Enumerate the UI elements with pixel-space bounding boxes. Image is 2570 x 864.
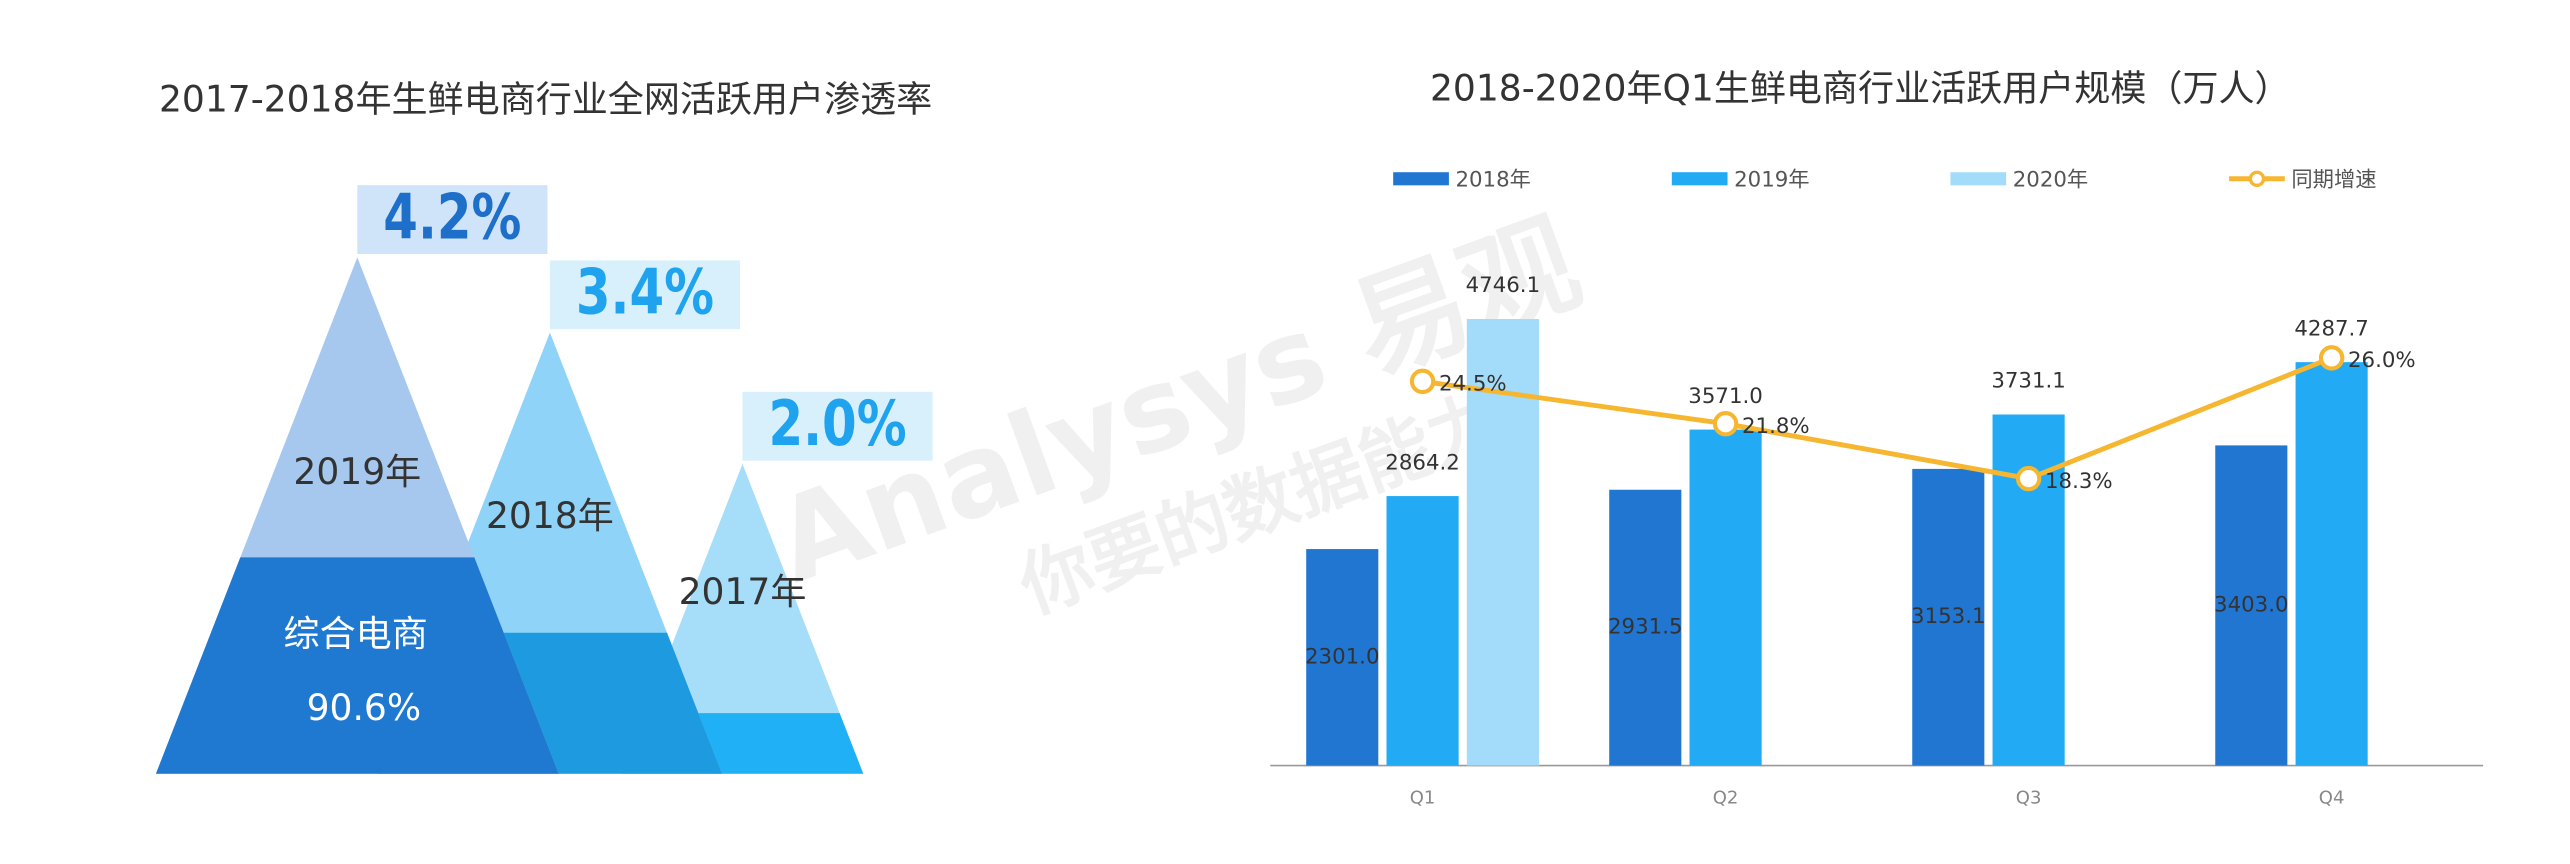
- category-label: 2017年: [679, 571, 807, 613]
- line-marker: [2318, 345, 2345, 371]
- data-label: 2864.2: [1385, 450, 1460, 475]
- legend-swatch: [1393, 172, 1449, 186]
- data-label: 3403.0: [2214, 592, 2289, 617]
- data-label: 18.3%: [2045, 469, 2113, 494]
- x-tick-label: Q3: [2016, 787, 2042, 808]
- data-label: 3571.0: [1688, 384, 1763, 409]
- category-label: 2018年: [486, 495, 614, 537]
- line-marker: [2015, 465, 2042, 492]
- line-marker: [1712, 411, 1739, 437]
- value-box: [357, 185, 548, 255]
- value-label: 4.2%: [383, 182, 521, 254]
- bar: [1306, 549, 1379, 766]
- chart-title: 2017-2018年生鲜电商行业全网活跃用户渗透率: [159, 79, 932, 121]
- legend-swatch: [2248, 170, 2266, 187]
- data-label: 24.5%: [1439, 372, 1507, 397]
- legend-label: 2020年: [2013, 167, 2089, 192]
- base-label: 综合电商: [284, 613, 428, 655]
- legend-swatch: [1671, 172, 1728, 186]
- bar: [1912, 468, 1985, 766]
- data-label: 26.0%: [2348, 348, 2416, 373]
- bar: [2295, 362, 2368, 766]
- value-label: 2.0%: [768, 389, 906, 461]
- x-tick-label: Q1: [1410, 787, 1436, 808]
- data-label: 2931.5: [1608, 615, 1683, 640]
- data-label: 3153.1: [1911, 604, 1986, 629]
- bar: [1689, 429, 1762, 766]
- value-box: [742, 391, 933, 461]
- value-box: [549, 260, 741, 330]
- base-segment: [155, 557, 559, 774]
- category-label: 2019年: [293, 451, 421, 493]
- data-label: 4746.1: [1466, 273, 1541, 298]
- chart-title: 2018-2020年Q1生鲜电商行业活跃用户规模（万人）: [1430, 67, 2291, 109]
- line: [1422, 355, 2333, 482]
- line-marker: [1409, 368, 1436, 395]
- data-label: 21.8%: [1742, 414, 1810, 439]
- bar: [1609, 489, 1682, 766]
- legend-label: 2018年: [1455, 167, 1530, 192]
- data-label: 3731.1: [1991, 369, 2066, 394]
- x-tick-label: Q4: [2319, 787, 2345, 808]
- bar: [2215, 445, 2288, 766]
- data-label: 4287.7: [2294, 316, 2369, 341]
- base-value-label: 90.6%: [307, 687, 422, 729]
- bar: [1386, 496, 1459, 766]
- legend-label: 2019年: [1734, 167, 1810, 192]
- x-tick-label: Q2: [1713, 787, 1739, 808]
- value-label: 3.4%: [576, 257, 714, 329]
- data-label: 2301.0: [1305, 644, 1380, 669]
- legend-label: 同期增速: [2291, 167, 2376, 192]
- legend-swatch: [1950, 172, 2007, 186]
